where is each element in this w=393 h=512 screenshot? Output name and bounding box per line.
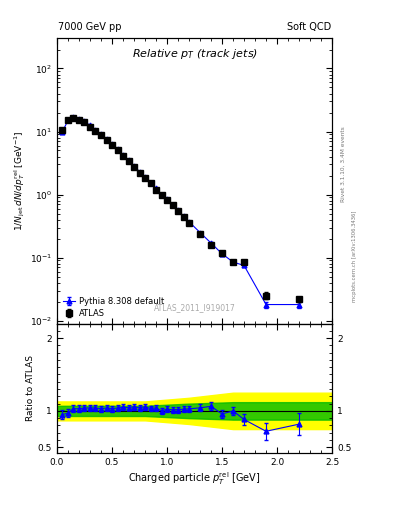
Text: ATLAS_2011_I919017: ATLAS_2011_I919017	[154, 303, 235, 312]
Text: Relative $p_T$ (track jets): Relative $p_T$ (track jets)	[132, 47, 257, 61]
X-axis label: Charged particle $p_T^\mathrm{rel}$ [GeV]: Charged particle $p_T^\mathrm{rel}$ [GeV…	[129, 470, 261, 486]
Y-axis label: $1/N_\mathrm{jet}\,dN/dp_T^\mathrm{rel}$ [GeV$^{-1}$]: $1/N_\mathrm{jet}\,dN/dp_T^\mathrm{rel}$…	[13, 131, 27, 231]
Text: Soft QCD: Soft QCD	[286, 22, 331, 32]
Text: mcplots.cern.ch [arXiv:1306.3436]: mcplots.cern.ch [arXiv:1306.3436]	[352, 210, 357, 302]
Text: Rivet 3.1.10, 3.4M events: Rivet 3.1.10, 3.4M events	[341, 126, 345, 202]
Y-axis label: Ratio to ATLAS: Ratio to ATLAS	[26, 355, 35, 421]
Text: 7000 GeV pp: 7000 GeV pp	[58, 22, 122, 32]
Legend: Pythia 8.308 default, ATLAS: Pythia 8.308 default, ATLAS	[61, 295, 165, 319]
